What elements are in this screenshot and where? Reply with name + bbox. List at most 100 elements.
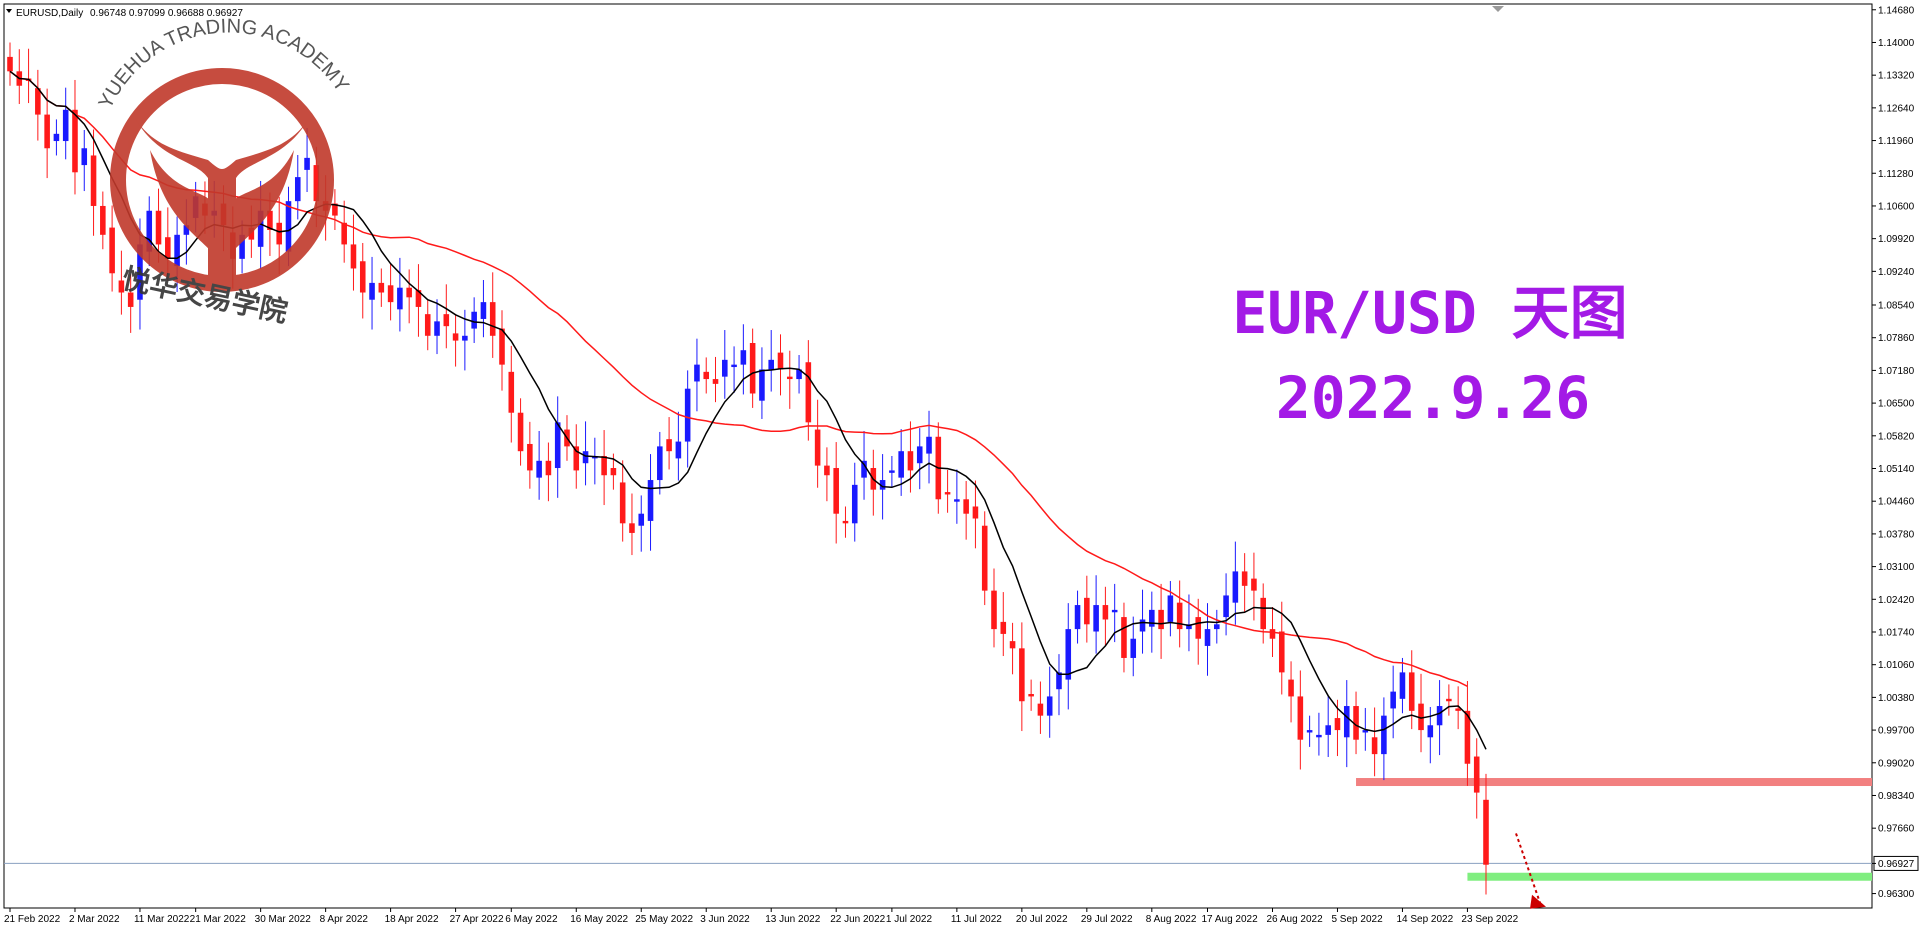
candle-body: [387, 285, 394, 303]
candle-body: [1186, 624, 1192, 630]
x-tick-label: 8 Aug 2022: [1146, 914, 1197, 925]
candle-body: [1278, 631, 1285, 673]
y-tick-label: 1.00380: [1878, 693, 1915, 704]
candle-body: [508, 371, 515, 413]
candle-body: [480, 302, 487, 319]
candle-body: [499, 328, 505, 365]
candle-body: [332, 203, 338, 216]
candle-body: [415, 290, 422, 307]
symbol-dropdown-icon[interactable]: [6, 9, 12, 13]
x-tick-label: 18 Apr 2022: [385, 914, 439, 925]
y-tick-label: 1.01740: [1878, 627, 1915, 638]
y-tick-label: 1.01060: [1878, 660, 1915, 671]
candle-body: [1455, 708, 1461, 711]
zones-layer: [4, 778, 1872, 881]
x-tick-label: 3 Jun 2022: [700, 914, 750, 925]
y-tick-label: 1.12640: [1878, 103, 1915, 114]
candle-body: [619, 482, 626, 524]
y-tick-label: 1.03100: [1878, 562, 1915, 573]
x-tick-label: 11 Jul 2022: [951, 914, 1002, 925]
candle-body: [443, 314, 450, 327]
candle-body: [1436, 706, 1443, 726]
x-tick-label: 20 Jul 2022: [1016, 914, 1068, 925]
candle-body: [341, 222, 347, 245]
candle-body: [1260, 597, 1266, 630]
x-tick-label: 25 May 2022: [635, 914, 693, 925]
candle-body: [1056, 672, 1062, 690]
shift-marker-icon[interactable]: [1492, 6, 1504, 12]
candle-body: [1446, 698, 1452, 702]
candle-body: [610, 468, 617, 476]
candle-body: [378, 282, 385, 293]
candle-body: [44, 114, 50, 149]
x-tick-label: 30 Mar 2022: [255, 914, 312, 925]
y-tick-label: 1.09920: [1878, 234, 1915, 245]
candle-body: [545, 460, 552, 476]
candle-body: [1353, 706, 1359, 740]
x-tick-label: 22 Jun 2022: [830, 914, 885, 925]
candle-body: [777, 352, 784, 370]
candle-body: [740, 350, 747, 365]
candle-body: [155, 210, 162, 245]
candle-body: [434, 321, 440, 336]
y-tick-label: 1.09240: [1878, 267, 1915, 278]
candle-body: [647, 480, 654, 521]
candle-body: [1102, 605, 1109, 620]
candle-body: [1046, 696, 1053, 716]
candle-body: [276, 222, 282, 245]
candle-body: [861, 460, 867, 478]
candle-body: [759, 369, 765, 401]
candle-body: [1009, 641, 1016, 649]
candle-body: [944, 492, 951, 495]
candle-body: [462, 335, 468, 341]
x-tick-label: 11 Mar 2022: [134, 914, 190, 925]
candle-body: [898, 451, 904, 478]
candle-body: [1214, 624, 1220, 630]
candle-body: [1418, 703, 1424, 731]
y-tick-label: 0.96927: [1878, 859, 1915, 870]
forecast-arrow-head: [1530, 894, 1546, 909]
candle-body: [1204, 629, 1211, 646]
candle-body: [165, 237, 171, 259]
candle-body: [350, 244, 357, 269]
candle-body: [1065, 629, 1072, 680]
candle-body: [1371, 737, 1378, 755]
candle-body: [805, 362, 812, 423]
candle-body: [768, 359, 774, 370]
candle-body: [100, 205, 106, 235]
candle-body: [1084, 597, 1090, 625]
candle-body: [657, 446, 663, 481]
candle-body: [1176, 602, 1183, 630]
y-tick-label: 1.11960: [1878, 136, 1914, 147]
candle-body: [137, 244, 143, 300]
candle-body: [174, 234, 180, 267]
candle-body: [731, 364, 737, 368]
candle-body: [573, 446, 580, 471]
x-tick-label: 23 Sep 2022: [1461, 914, 1518, 925]
ohlc-label: 0.96748 0.97099 0.96688 0.96927: [90, 8, 243, 19]
y-tick-label: 1.04460: [1878, 497, 1915, 508]
candle-body: [703, 371, 710, 380]
candle-body: [907, 451, 914, 471]
candle-body: [359, 261, 366, 293]
x-tick-label: 26 Aug 2022: [1266, 914, 1323, 925]
x-tick-label: 8 Apr 2022: [320, 914, 369, 925]
x-tick-label: 1 Jul 2022: [886, 914, 933, 925]
candle-body: [90, 155, 97, 206]
candle-body: [109, 227, 115, 274]
y-tick-label: 0.98340: [1878, 791, 1915, 802]
candle-body: [991, 590, 997, 630]
y-axis: 1.14680 1.14000 1.13320 1.12640 1.11960 1.112…: [1872, 5, 1919, 900]
y-tick-label: 1.14680: [1878, 5, 1915, 16]
watermark-emblem: [136, 120, 308, 282]
y-tick-label: 1.05820: [1878, 431, 1915, 442]
x-tick-label: 16 May 2022: [570, 914, 628, 925]
candle-body: [1381, 715, 1387, 755]
candle-body: [81, 148, 88, 166]
candle-body: [397, 287, 403, 310]
candle-body: [1111, 609, 1118, 613]
candle-body: [638, 513, 645, 526]
candle-body: [1473, 756, 1480, 793]
y-tick-label: 1.07860: [1878, 333, 1915, 344]
